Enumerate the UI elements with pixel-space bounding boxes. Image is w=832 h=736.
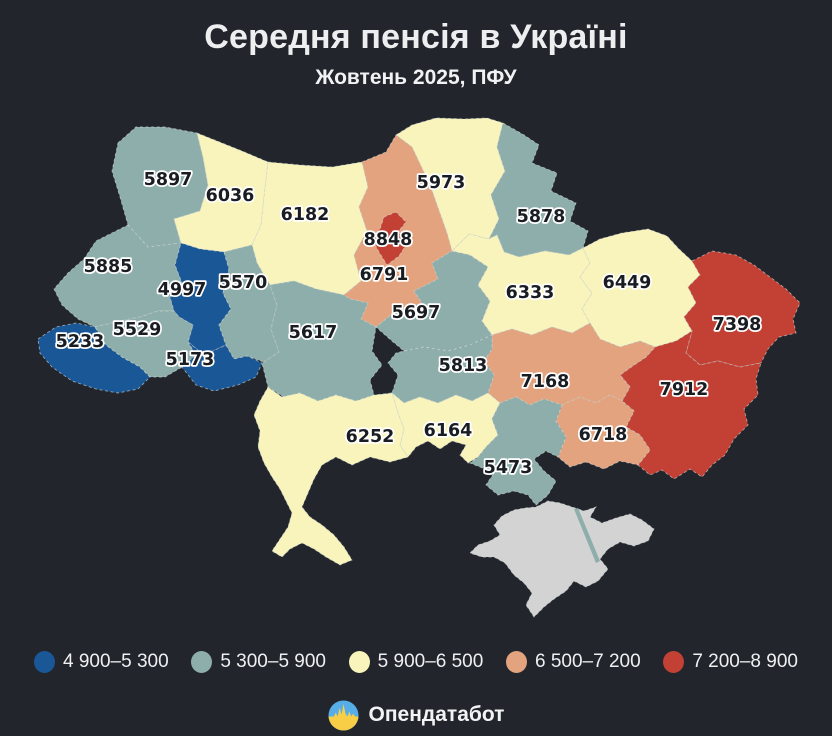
legend-label: 6 500–7 200 [534,651,641,672]
region-value-label: 7168 [521,372,570,392]
region-donetsk [619,330,762,480]
legend-swatch [663,651,685,673]
region-value-label: 7912 [660,380,709,400]
region-value-label: 6449 [603,273,652,293]
region-crimea [469,500,655,618]
region-value-label: 5813 [439,356,488,376]
region-value-label: 5173 [166,350,215,370]
page-subtitle: Жовтень 2025, ПФУ [315,66,517,90]
region-value-label: 5529 [113,320,162,340]
region-value-label: 6718 [579,425,628,445]
region-value-label: 6252 [346,427,395,447]
opendatabot-logo-icon [328,699,359,731]
legend-swatch [34,651,55,673]
legend-item: 5 900–6 500 [348,651,484,673]
map-container: 5897 6036 6182 6791 8848 5973 5878 5885 4997 5570… [0,105,832,640]
legend-label: 7 200–8 900 [692,651,798,672]
region-kyiv-city [371,211,409,266]
ukraine-map: 5897 6036 6182 6791 8848 5973 5878 5885 4997 5570… [37,117,801,618]
region-chernivtsi [181,341,263,392]
region-kherson [469,396,567,506]
region-chernihiv [395,117,506,252]
region-value-label: 5233 [56,332,105,352]
region-sumy [487,122,589,258]
legend-item: 7 200–8 900 [663,651,798,673]
region-value-label: 5973 [417,173,466,193]
region-value-label: 4997 [158,280,207,300]
footer: Опендатабот [0,694,832,736]
region-value-label: 6791 [360,265,409,285]
region-luhansk [683,250,801,368]
region-poltava [451,233,593,336]
region-odesa [253,386,409,566]
region-value-label: 8848 [364,230,413,250]
legend-swatch [505,651,527,673]
arabat-spit [574,508,600,563]
region-zhytomyr [251,161,369,296]
legend-label: 4 900–5 300 [63,651,169,672]
region-value-label: 6182 [281,205,330,225]
region-value-label: 6036 [206,186,255,206]
region-value-label: 6333 [506,283,555,303]
legend-item: 6 500–7 200 [505,651,641,673]
region-value-label: 5885 [84,257,133,277]
legend: 4 900–5 300 5 300–5 900 5 900–6 500 6 500–7… [0,644,832,680]
legend-swatch [191,651,213,673]
region-khmelnytskyi [218,244,280,363]
legend-swatch [348,651,370,673]
region-value-label: 5897 [144,170,193,190]
region-value-label: 6164 [424,421,473,441]
region-vinnytsia [261,280,383,402]
region-value-label: 7398 [713,315,762,335]
region-value-label: 5697 [392,303,441,323]
region-value-label: 5473 [484,458,533,478]
header: Середня пенсія в Україні Жовтень 2025, П… [0,0,832,90]
legend-label: 5 900–6 500 [377,651,484,672]
legend-label: 5 300–5 900 [220,651,326,672]
region-zaporizhzhia [555,394,651,470]
legend-item: 5 300–5 900 [191,651,326,673]
region-value-label: 5878 [517,207,566,227]
legend-item: 4 900–5 300 [34,651,169,673]
region-value-label: 5570 [219,273,268,293]
region-value-label: 5617 [289,323,338,343]
page-title: Середня пенсія в Україні [204,18,628,56]
brand-name: Опендатабот [368,703,505,726]
